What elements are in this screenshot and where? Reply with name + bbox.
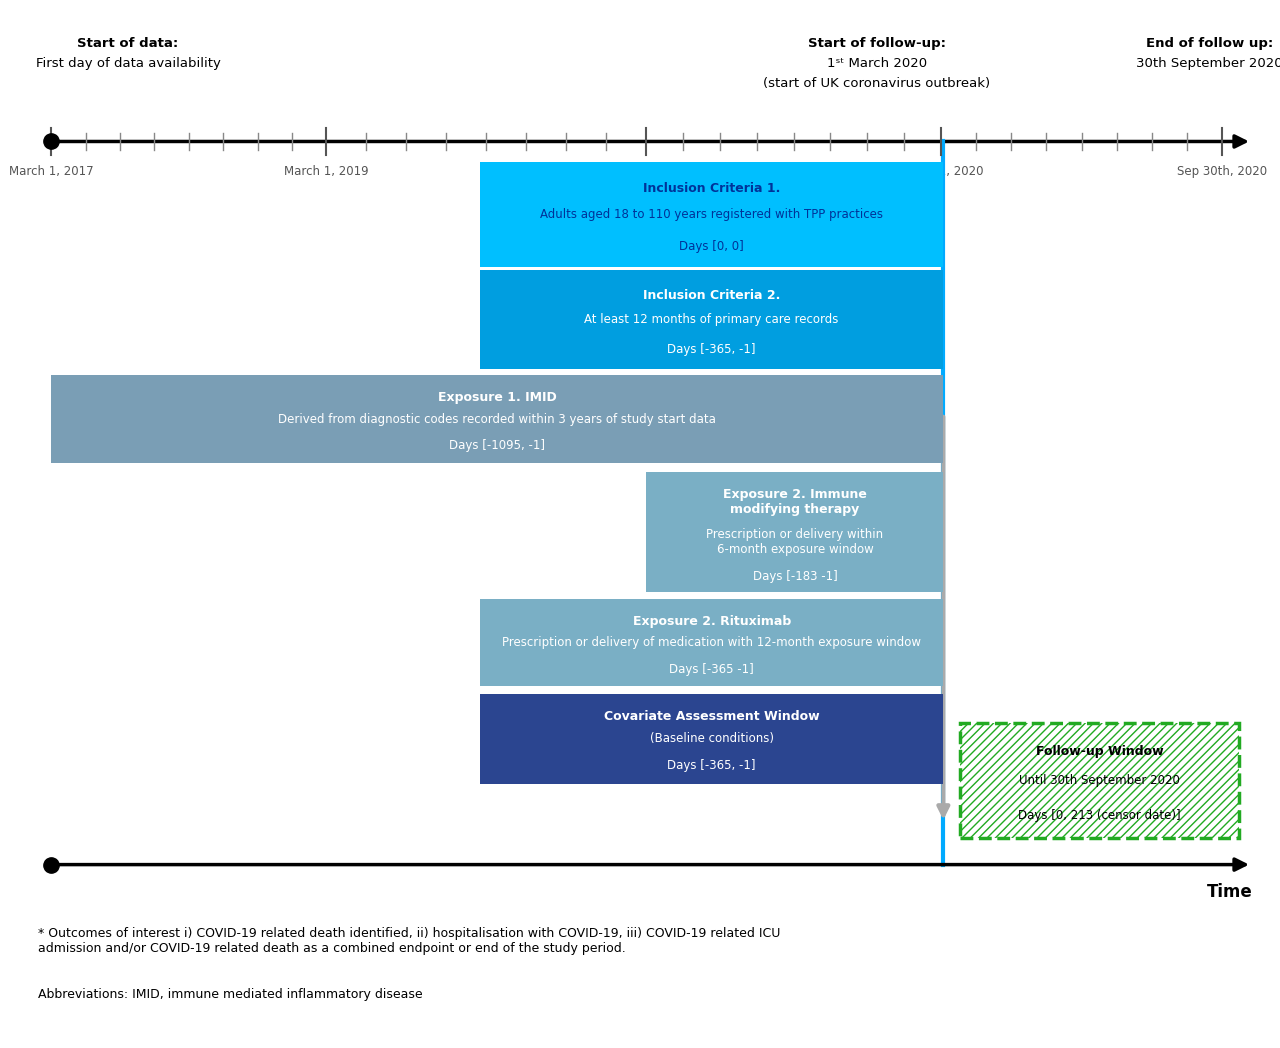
- Bar: [480, 162, 943, 267]
- Text: Oct 1, 2020: Oct 1, 2020: [612, 165, 681, 177]
- Text: Follow-up Window: Follow-up Window: [1036, 745, 1164, 759]
- Bar: [646, 472, 943, 592]
- Text: Until 30th September 2020: Until 30th September 2020: [1019, 774, 1180, 787]
- Text: March 1, 2020: March 1, 2020: [899, 165, 983, 177]
- Text: (Baseline conditions): (Baseline conditions): [650, 733, 773, 745]
- Text: March 1, 2019: March 1, 2019: [284, 165, 369, 177]
- Bar: [480, 270, 943, 369]
- Text: At least 12 months of primary care records: At least 12 months of primary care recor…: [585, 313, 838, 326]
- Bar: [960, 723, 1239, 838]
- Text: Exposure 2. Immune
modifying therapy: Exposure 2. Immune modifying therapy: [723, 487, 867, 516]
- Text: Days [-365 -1]: Days [-365 -1]: [669, 662, 754, 676]
- Text: Prescription or delivery of medication with 12-month exposure window: Prescription or delivery of medication w…: [502, 636, 922, 650]
- Text: Prescription or delivery within
6-month exposure window: Prescription or delivery within 6-month …: [707, 528, 883, 555]
- Bar: [480, 599, 943, 686]
- Text: Covariate Assessment Window: Covariate Assessment Window: [604, 709, 819, 723]
- Text: Time: Time: [1207, 883, 1253, 901]
- Text: Days [-183 -1]: Days [-183 -1]: [753, 569, 837, 583]
- Text: Exposure 2. Rituximab: Exposure 2. Rituximab: [632, 615, 791, 628]
- Text: * Outcomes of interest i) COVID-19 related death identified, ii) hospitalisation: * Outcomes of interest i) COVID-19 relat…: [38, 927, 781, 956]
- Bar: [51, 375, 943, 463]
- Text: Days [-1095, -1]: Days [-1095, -1]: [449, 439, 545, 452]
- Text: Days [0, 213 (censor date)]: Days [0, 213 (censor date)]: [1018, 809, 1181, 822]
- Bar: [960, 723, 1239, 838]
- Text: Abbreviations: IMID, immune mediated inflammatory disease: Abbreviations: IMID, immune mediated inf…: [38, 988, 422, 1001]
- Text: Derived from diagnostic codes recorded within 3 years of study start data: Derived from diagnostic codes recorded w…: [278, 413, 717, 425]
- Text: Adults aged 18 to 110 years registered with TPP practices: Adults aged 18 to 110 years registered w…: [540, 209, 883, 221]
- Text: Inclusion Criteria 2.: Inclusion Criteria 2.: [643, 288, 781, 302]
- Text: 30th September 2020: 30th September 2020: [1137, 57, 1280, 69]
- Bar: [480, 694, 943, 784]
- Text: (start of UK coronavirus outbreak): (start of UK coronavirus outbreak): [763, 77, 991, 89]
- Text: March 1, 2017: March 1, 2017: [9, 165, 93, 177]
- Text: Start of follow-up:: Start of follow-up:: [808, 37, 946, 49]
- Text: Days [-365, -1]: Days [-365, -1]: [667, 760, 756, 772]
- Text: Start of data:: Start of data:: [77, 37, 179, 49]
- Text: Exposure 1. IMID: Exposure 1. IMID: [438, 391, 557, 403]
- Text: Sep 30th, 2020: Sep 30th, 2020: [1178, 165, 1267, 177]
- Text: Days [-365, -1]: Days [-365, -1]: [667, 343, 756, 355]
- Text: Inclusion Criteria 1.: Inclusion Criteria 1.: [643, 182, 781, 195]
- Text: Days [0, 0]: Days [0, 0]: [680, 240, 744, 253]
- Text: End of follow up:: End of follow up:: [1146, 37, 1274, 49]
- Text: First day of data availability: First day of data availability: [36, 57, 220, 69]
- Text: 1ˢᵗ March 2020: 1ˢᵗ March 2020: [827, 57, 927, 69]
